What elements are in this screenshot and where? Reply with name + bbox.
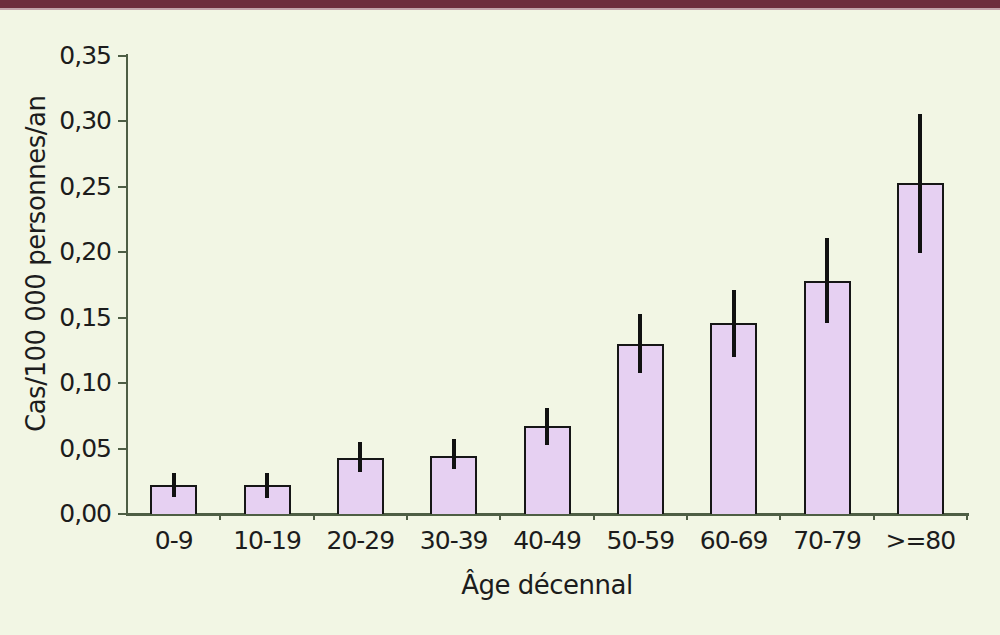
error-bar xyxy=(732,290,736,357)
x-axis-tick xyxy=(966,514,968,520)
y-tick-label: 0,10 xyxy=(41,370,111,396)
x-axis-tick xyxy=(219,514,221,520)
y-axis-tick xyxy=(118,448,126,450)
y-axis xyxy=(126,54,128,516)
y-axis-tick xyxy=(118,382,126,384)
x-category-label: 40-49 xyxy=(500,527,593,555)
y-tick-label: 0,20 xyxy=(41,239,111,265)
x-axis-tick xyxy=(313,514,315,520)
error-bar xyxy=(545,408,549,445)
error-bar xyxy=(265,473,269,498)
x-axis-tick xyxy=(406,514,408,520)
incidence-bar-chart: Cas/100 000 personnes/an 0,000,050,100,1… xyxy=(0,0,1000,635)
x-axis-tick xyxy=(499,514,501,520)
error-bar xyxy=(452,439,456,469)
x-category-label: 50-59 xyxy=(594,527,687,555)
x-category-label: 0-9 xyxy=(127,527,220,555)
y-axis-tick xyxy=(118,317,126,319)
y-axis-tick xyxy=(118,513,126,515)
y-axis-tick xyxy=(118,55,126,57)
y-tick-label: 0,00 xyxy=(41,501,111,527)
error-bar xyxy=(825,238,829,323)
error-bar xyxy=(638,314,642,373)
y-axis-tick xyxy=(118,186,126,188)
error-bar xyxy=(358,442,362,472)
y-axis-tick xyxy=(118,251,126,253)
error-bar xyxy=(172,473,176,497)
x-category-label: 20-29 xyxy=(314,527,407,555)
x-axis-tick xyxy=(873,514,875,520)
x-axis-tick xyxy=(779,514,781,520)
x-category-label: >=80 xyxy=(874,527,967,555)
x-axis-title: Âge décennal xyxy=(127,570,967,600)
x-axis-tick xyxy=(686,514,688,520)
y-tick-label: 0,15 xyxy=(41,305,111,331)
y-tick-label: 0,35 xyxy=(41,43,111,69)
x-category-label: 70-79 xyxy=(780,527,873,555)
x-category-label: 60-69 xyxy=(687,527,780,555)
y-tick-label: 0,25 xyxy=(41,174,111,200)
x-axis-tick xyxy=(593,514,595,520)
y-axis-tick xyxy=(118,120,126,122)
error-bar xyxy=(918,114,922,253)
x-category-label: 30-39 xyxy=(407,527,500,555)
y-tick-label: 0,05 xyxy=(41,436,111,462)
y-tick-label: 0,30 xyxy=(41,108,111,134)
x-category-label: 10-19 xyxy=(220,527,313,555)
